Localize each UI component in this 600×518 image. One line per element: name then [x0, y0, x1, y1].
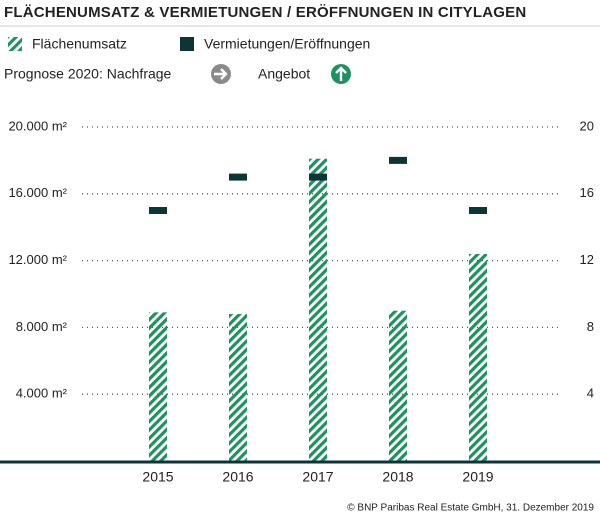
- forecast-label: Prognose 2020: Nachfrage: [4, 66, 172, 82]
- legend-label: Flächenumsatz: [32, 36, 127, 52]
- legend-label: Vermietungen/Eröffnungen: [204, 36, 370, 52]
- y-tick-label: 20.000 m²: [8, 118, 67, 133]
- marker: [149, 207, 167, 214]
- y-tick-label: 4.000 m²: [16, 386, 68, 401]
- y-tick-label: 8.000 m²: [16, 319, 68, 334]
- marker: [229, 173, 247, 181]
- marker: [389, 156, 407, 164]
- legend-swatch: [8, 37, 22, 51]
- arrow-up-icon: [331, 64, 351, 84]
- chart-title: FLÄCHENUMSATZ & VERMIETUNGEN / ERÖFFNUNG…: [4, 4, 526, 21]
- marker: [469, 207, 487, 214]
- x-tick-label: 2018: [382, 469, 413, 485]
- source: © BNP Paribas Real Estate GmbH, 31. Deze…: [347, 503, 594, 514]
- y2-tick-label: 4: [587, 386, 594, 401]
- legend-swatch: [180, 37, 194, 51]
- bar: [469, 253, 487, 461]
- x-tick-label: 2015: [142, 469, 173, 485]
- bar: [309, 158, 327, 462]
- arrow-right-icon: [211, 64, 231, 84]
- forecast-label: Angebot: [258, 66, 310, 82]
- x-tick-label: 2019: [462, 469, 493, 485]
- bar: [149, 312, 167, 461]
- x-tick-label: 2017: [302, 469, 333, 485]
- marker: [309, 173, 327, 181]
- y2-tick-label: 12: [580, 252, 594, 267]
- y2-tick-label: 20: [580, 118, 594, 133]
- x-tick-label: 2016: [222, 469, 253, 485]
- y2-tick-label: 8: [587, 319, 594, 334]
- y-tick-label: 12.000 m²: [8, 252, 67, 267]
- bar: [229, 314, 247, 461]
- bar: [389, 310, 407, 461]
- y2-tick-label: 16: [580, 185, 594, 200]
- y-tick-label: 16.000 m²: [8, 185, 67, 200]
